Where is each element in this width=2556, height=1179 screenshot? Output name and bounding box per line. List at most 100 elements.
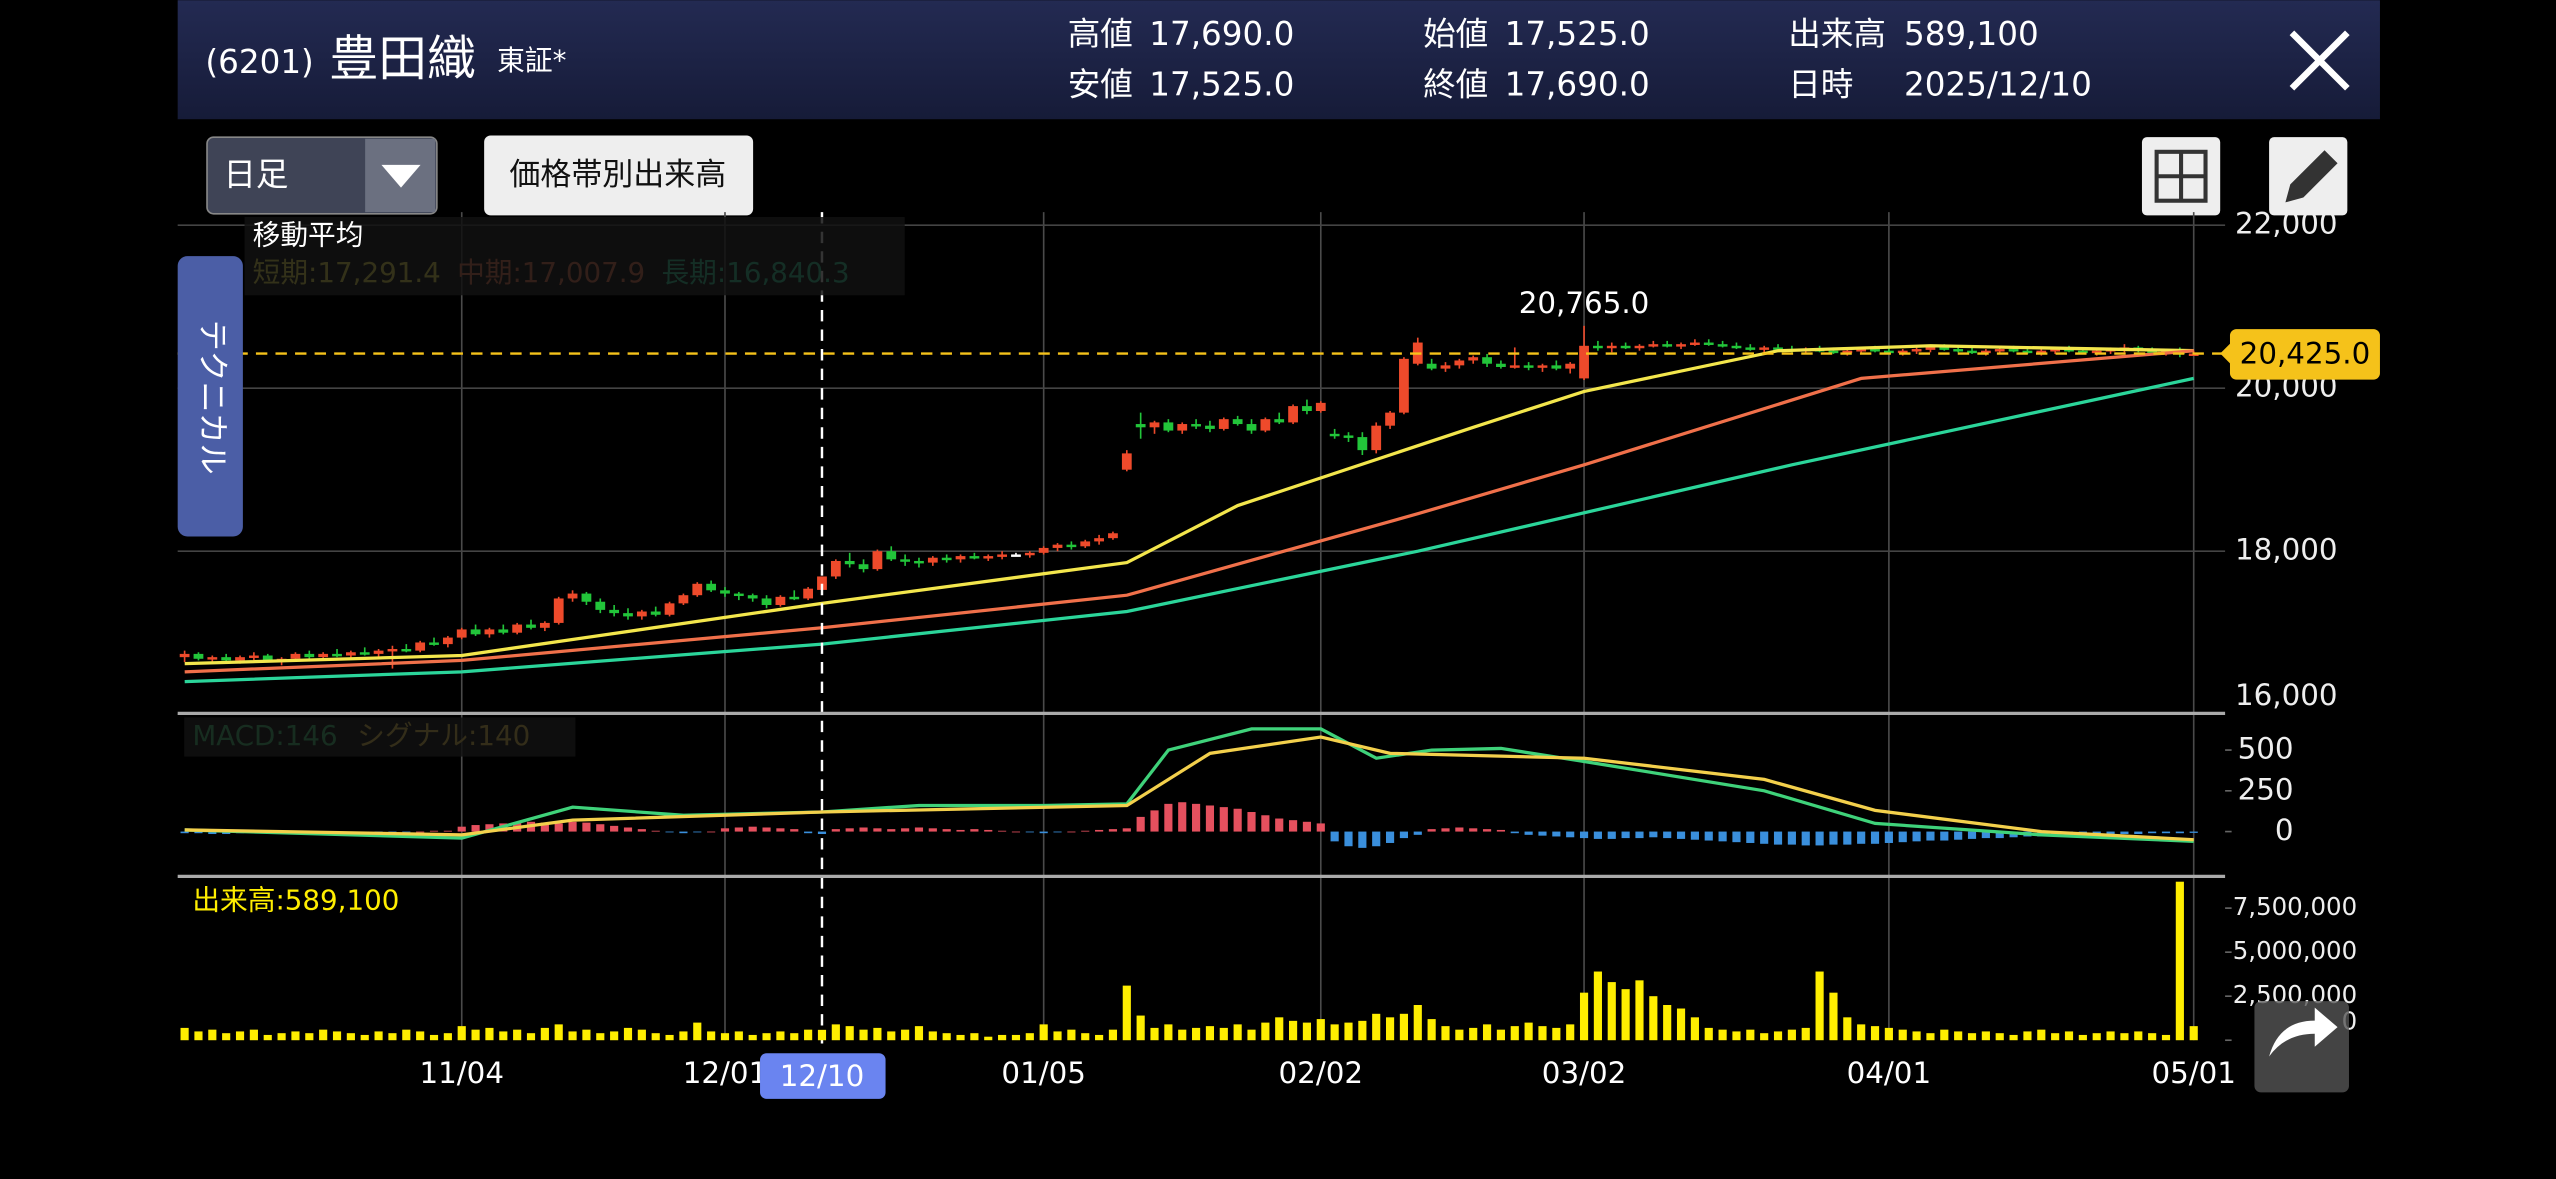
volume-bar [748, 1034, 757, 1041]
candle-body [1357, 437, 1368, 451]
candle-body [2022, 350, 2033, 354]
cursor-tag [760, 1053, 886, 1099]
volume-bar [2189, 1026, 2198, 1041]
candle-body [1454, 360, 1465, 366]
volume-bar [1025, 1033, 1034, 1041]
volume-bar [1039, 1024, 1048, 1041]
histogram-bar [1469, 828, 1478, 832]
volume-bar [1690, 1017, 1699, 1041]
candle-body [1953, 349, 1964, 352]
candle-body [1482, 357, 1492, 364]
volume-bar [2037, 1029, 2046, 1041]
volume-bar [291, 1031, 300, 1041]
price-tag-pointer [2220, 342, 2232, 365]
candle-body [1551, 365, 1562, 369]
candle-body [636, 611, 647, 617]
layout-button[interactable] [2141, 137, 2221, 216]
candle-body [1011, 554, 1021, 557]
candle-body [581, 593, 592, 602]
histogram-bar [1136, 816, 1145, 832]
histogram-bar [1815, 831, 1824, 846]
volume-bar [1136, 1015, 1145, 1041]
volume-bar [513, 1029, 522, 1041]
histogram-bar [1718, 831, 1727, 842]
histogram-bar [1316, 823, 1325, 832]
volume-bar [1261, 1022, 1270, 1041]
histogram-bar [859, 827, 868, 832]
candle-body [1315, 402, 1326, 412]
histogram-bar [748, 826, 757, 832]
candle-body [1980, 350, 1991, 354]
volume-bar [1455, 1029, 1464, 1041]
volume-profile-button[interactable]: 価格帯別出来高 [484, 135, 754, 216]
volume-bar [1746, 1029, 1755, 1041]
volume-bar [887, 1031, 896, 1041]
technical-tab[interactable]: テクニカル [177, 256, 243, 537]
y-tick-label: 500 [2238, 732, 2294, 766]
histogram-bar [942, 829, 951, 832]
volume-bar [1552, 1027, 1561, 1041]
volume-bar [1316, 1019, 1325, 1041]
histogram-bar [956, 829, 965, 832]
quote-label: 安値 [1068, 66, 1133, 104]
histogram-bar [817, 831, 827, 835]
candle-body [1648, 344, 1659, 347]
candle-body [193, 653, 204, 659]
volume-bar [416, 1031, 425, 1041]
candle-body [830, 560, 841, 577]
candle-body [941, 557, 952, 561]
candle-body [1274, 419, 1285, 423]
volume-bar [526, 1033, 536, 1041]
candle-body [207, 657, 218, 660]
draw-button[interactable] [2269, 137, 2348, 216]
x-tick-label: 04/01 [1847, 1056, 1932, 1090]
volume-bar [1732, 1031, 1741, 1041]
histogram-bar [1926, 831, 1935, 841]
histogram-bar [568, 821, 577, 832]
histogram-bar [416, 831, 425, 833]
histogram-bar [1912, 831, 1921, 842]
histogram-bar [1870, 831, 1880, 844]
candle-body [803, 588, 814, 599]
histogram-bar [610, 825, 619, 832]
candle-body [1856, 349, 1867, 352]
volume-bar [901, 1029, 910, 1041]
candle-body [304, 653, 315, 658]
histogram-bar [1773, 831, 1783, 845]
candle-body [983, 556, 994, 559]
quote-label: 終値 [1423, 66, 1488, 104]
volume-bar [1524, 1022, 1533, 1041]
volume-bar [1330, 1024, 1339, 1041]
volume-bar [845, 1026, 854, 1041]
candle-body [1870, 349, 1880, 352]
histogram-bar [1607, 831, 1616, 839]
histogram-bar [1011, 831, 1021, 833]
histogram-bar [623, 827, 633, 832]
candle-body [733, 593, 744, 597]
histogram-bar [804, 831, 813, 834]
macd-legend-box [184, 717, 576, 757]
candle-body [844, 560, 855, 565]
histogram-bar [554, 823, 563, 832]
histogram-bar [1843, 831, 1852, 845]
candle-body [1024, 552, 1035, 556]
volume-bar [540, 1027, 549, 1041]
candle-body [1052, 544, 1063, 548]
period-dropdown[interactable]: 日足 [206, 136, 438, 215]
x-tick-label: 11/04 [419, 1056, 504, 1090]
y-tick-label: 7,500,000 [2233, 892, 2357, 921]
candle-body [1537, 365, 1548, 368]
close-button[interactable] [2289, 30, 2350, 91]
histogram-bar [1690, 831, 1699, 840]
volume-bar [1843, 1017, 1852, 1041]
volume-bar [1898, 1029, 1907, 1041]
volume-bar [208, 1029, 217, 1041]
volume-bar [499, 1031, 508, 1041]
candle-body [1662, 344, 1673, 347]
volume-bar [1081, 1033, 1090, 1041]
histogram-bar [1261, 815, 1270, 832]
share-button[interactable] [2254, 1001, 2349, 1093]
volume-bar [222, 1033, 231, 1041]
candle-body [1038, 547, 1049, 553]
candle-body [2008, 349, 2019, 352]
